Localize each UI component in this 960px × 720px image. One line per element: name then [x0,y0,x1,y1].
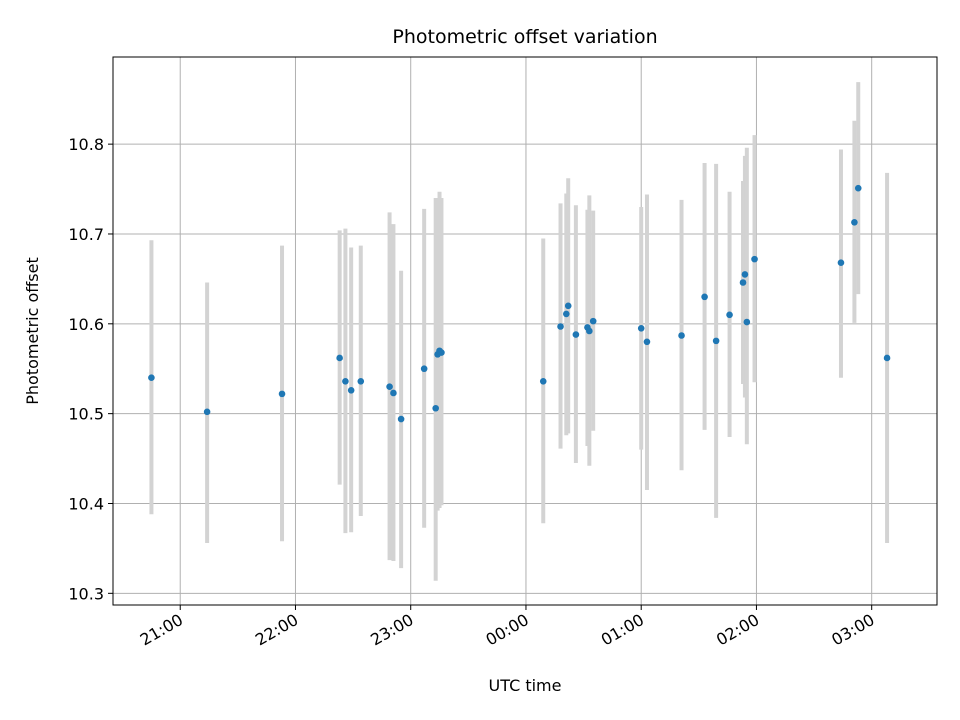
data-point [342,378,349,385]
data-point [726,311,733,319]
data-point [637,325,645,332]
y-axis-label: Photometric offset [23,257,42,405]
data-point [420,365,428,373]
y-tick-label: 10.4 [68,494,104,513]
plot-frame [112,56,938,606]
data-point [586,327,593,335]
data-point [564,302,572,310]
data-point [854,184,862,192]
data-point [751,255,758,263]
data-point [203,408,211,416]
y-axis-ticks: 10.3 10.4 10.5 10.6 10.7 10.8 [68,135,113,603]
y-tick-label: 10.7 [68,225,104,244]
data-point [712,337,720,345]
data-point [357,378,365,385]
data-point [837,259,845,267]
y-tick-label: 10.8 [68,135,104,154]
data-point [539,378,547,385]
y-tick-label: 10.3 [68,584,104,603]
data-point [278,390,286,398]
data-point [397,415,405,423]
data-point [589,317,597,325]
data-point [390,389,397,397]
data-point [438,349,445,356]
data-point [739,279,747,286]
data-point [851,218,858,226]
y-tick-label: 10.6 [68,315,104,334]
y-tick-label: 10.5 [68,405,104,424]
data-point [643,338,651,346]
data-point [701,293,708,301]
chart-title: Photometric offset variation [392,26,657,48]
data-point [572,331,580,338]
data-point [743,318,751,326]
data-point [741,271,749,278]
data-points [148,184,891,423]
data-point [148,374,155,382]
data-point [347,386,355,394]
data-point [557,323,564,330]
data-point [432,404,439,412]
data-point [678,332,685,339]
data-point [562,310,570,318]
x-axis-label: UTC time [489,676,562,695]
data-point [386,383,393,390]
data-point [336,354,343,362]
data-point [883,354,891,362]
